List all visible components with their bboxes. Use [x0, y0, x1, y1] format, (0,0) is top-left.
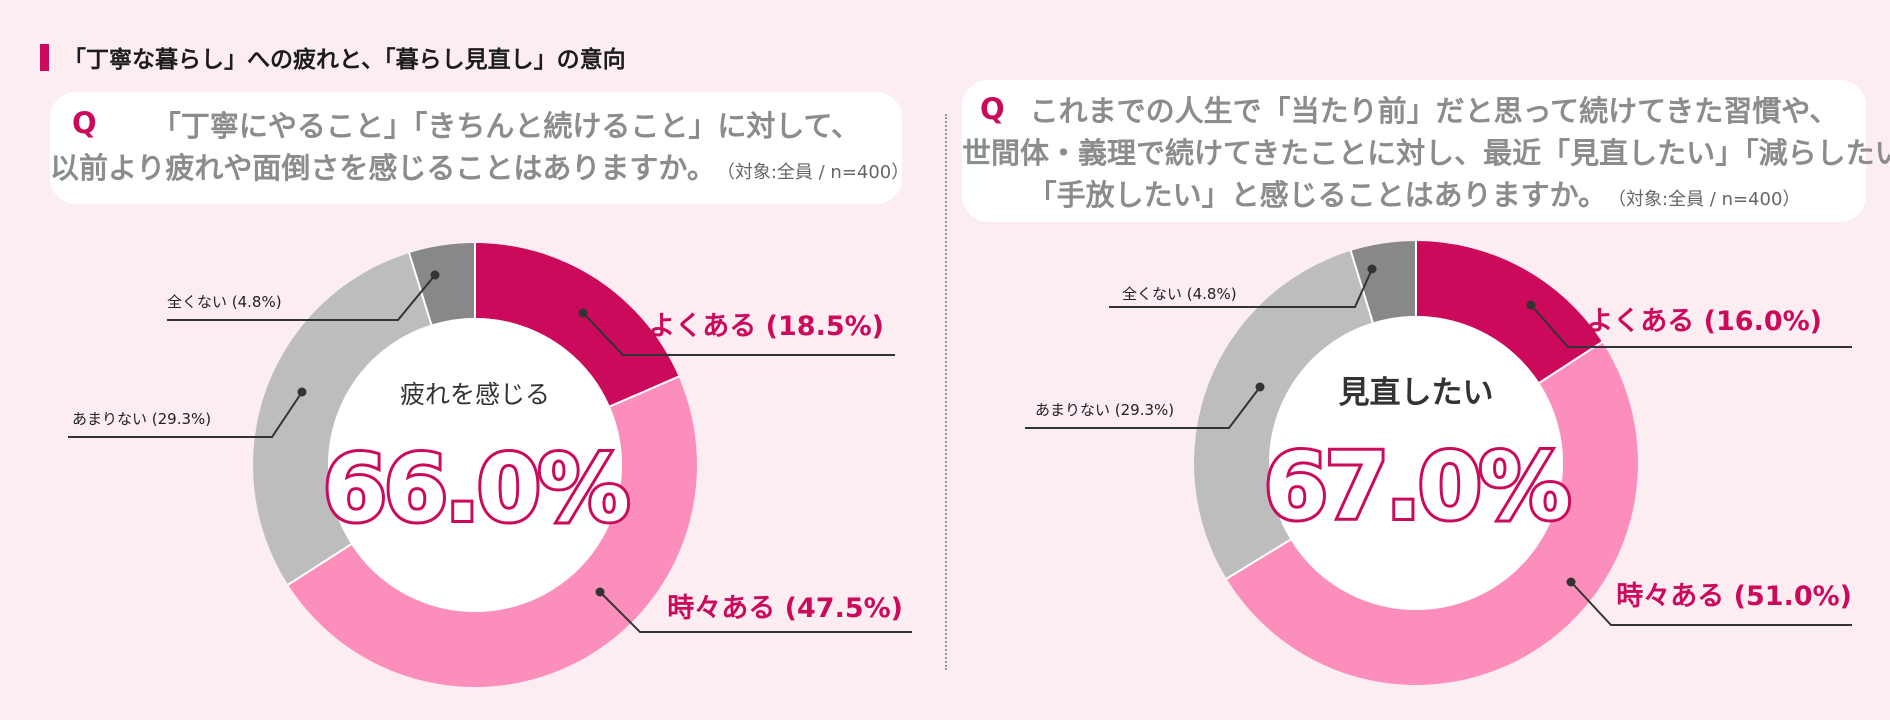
page-title-text: 「丁寧な暮らし」への疲れと、「暮らし見直し」の意向 [63, 47, 626, 73]
donut-2-slice-label-1: よくある (16.0%) [1586, 306, 1822, 337]
donut-1-leader-3 [68, 391, 303, 438]
donut-1-center-value: 66.0% [323, 435, 628, 542]
donut-1-slice-label-2: 時々ある (47.5%) [667, 593, 903, 624]
donut-2-center [1269, 316, 1563, 610]
donut-1-leader-dot-3 [297, 387, 307, 397]
donut-1-leader-4 [167, 274, 436, 321]
question-box-1: Q 「丁寧にやること」「きちんと続けること」に対して、 以前より疲れや面倒さを感… [50, 92, 909, 204]
donut-2-slice-label-4: 全くない (4.8%) [1122, 285, 1237, 303]
donut-1-separator-2 [609, 375, 680, 408]
chart-divider [945, 114, 947, 670]
donut-2-separator-4 [1349, 249, 1374, 323]
donut-1-slice-label-3: あまりない (29.3%) [72, 410, 211, 428]
donut-1-slice-3 [253, 253, 432, 585]
donut-1-slice-1 [475, 243, 679, 407]
donut-2-slice-1 [1416, 241, 1603, 383]
question-2-target: （対象:全員 / n=400） [1617, 189, 1801, 210]
donut-2-leader-dot-3 [1255, 382, 1265, 392]
donut-2-leader-dot-4 [1367, 264, 1377, 274]
donut-2-separator-2 [1538, 340, 1604, 384]
donut-2-slice-2 [1226, 342, 1638, 685]
donut-2-leader-2 [1570, 581, 1852, 626]
donut-1-slice-2 [288, 376, 698, 688]
question-1-line-2: 以前より疲れや面倒さを感じることはありますか。 [50, 151, 716, 185]
donut-2-center-value: 67.0% [1264, 433, 1569, 540]
page-title: 「丁寧な暮らし」への疲れと、「暮らし見直し」の意向 [40, 40, 626, 74]
donut-1-leader-dot-2 [595, 587, 605, 597]
question-mark-1: Q [72, 106, 97, 140]
question-2-line-3: 「手放したい」と感じることはありますか。 [1027, 178, 1607, 212]
donut-1-slice-label-1: よくある (18.5%) [648, 311, 884, 342]
question-2-line-1: これまでの人生で「当たり前」だと思って続けてきた習慣や、 [1029, 94, 1839, 128]
question-2-line-2: 世間体・義理で続けてきたことに対し、最近「見直したい」「減らしたい」 [962, 136, 1890, 170]
donut-1-leader-dot-4 [430, 270, 440, 280]
donut-1-separator-3 [286, 543, 352, 587]
donut-2-leader-4 [1109, 268, 1373, 308]
question-box-2: Q これまでの人生で「当たり前」だと思って続けてきた習慣や、 世間体・義理で続け… [962, 80, 1890, 222]
donut-1-center-label: 疲れを感じる [400, 380, 550, 409]
donut-1-center [328, 318, 622, 612]
question-1-target: （対象:全員 / n=400） [725, 162, 910, 183]
donut-1-leader-1 [582, 312, 895, 356]
donut-2-slice-label-2: 時々ある (51.0%) [1616, 581, 1852, 612]
question-1-line-1: 「丁寧にやること」「きちんと続けること」に対して、 [151, 109, 861, 143]
donut-2-leader-dot-1 [1526, 300, 1536, 310]
donut-2-leader-dot-2 [1566, 577, 1576, 587]
title-accent-bar [40, 43, 49, 71]
donut-1-leader-dot-1 [578, 308, 588, 318]
donut-1-slice-label-4: 全くない (4.8%) [167, 293, 282, 311]
donut-2-leader-3 [1025, 386, 1261, 429]
question-mark-2: Q [980, 92, 1005, 126]
donut-1-leader-2 [599, 591, 912, 633]
donut-2-slice-3 [1194, 250, 1373, 579]
donut-2-separator-3 [1225, 538, 1292, 581]
donut-2-slice-label-3: あまりない (29.3%) [1035, 401, 1174, 419]
donut-2-leader-1 [1530, 304, 1852, 348]
donut-2-center-label: 見直したい [1339, 375, 1494, 411]
donut-1-separator-4 [407, 251, 433, 325]
